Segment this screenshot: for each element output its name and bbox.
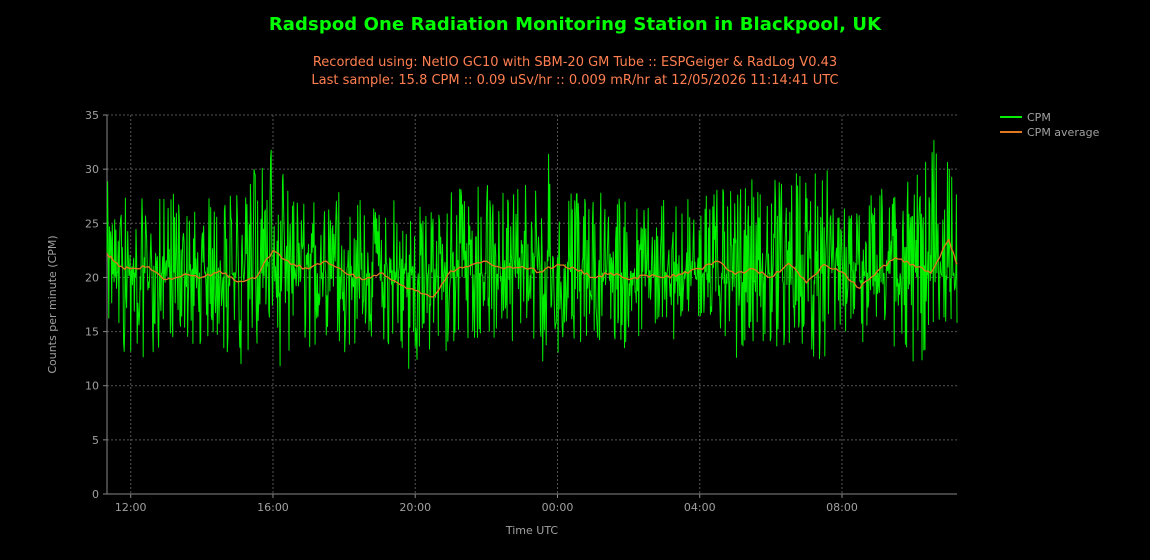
x-tick-label: 04:00 (684, 501, 716, 514)
cpm-series (106, 140, 958, 369)
legend-label: CPM (1027, 111, 1051, 124)
y-tick-label: 10 (85, 380, 99, 393)
x-axis: 12:00 16:00 20:00 00:00 04:00 08:00 (107, 493, 957, 514)
legend-label: CPM average (1027, 126, 1100, 139)
legend: CPM CPM average (1000, 111, 1100, 139)
x-axis-title: Time UTC (505, 524, 559, 537)
y-tick-label: 20 (85, 271, 99, 284)
cpm-line (106, 140, 958, 369)
y-tick-label: 0 (92, 488, 99, 501)
cpm-average-line (106, 238, 958, 298)
chart-subtitle-recorder: Recorded using: NetIO GC10 with SBM-20 G… (312, 55, 838, 70)
x-tick-label: 16:00 (257, 501, 289, 514)
y-tick-label: 30 (85, 163, 99, 176)
x-tick-label: 12:00 (115, 501, 147, 514)
y-tick-label: 35 (85, 109, 99, 122)
x-tick-label: 20:00 (399, 501, 431, 514)
chart-subtitle-last-sample: Last sample: 15.8 CPM :: 0.09 uSv/hr :: … (311, 73, 839, 88)
y-axis-title: Counts per minute (CPM) (46, 235, 59, 373)
y-tick-label: 25 (85, 217, 99, 230)
x-tick-label: 00:00 (542, 501, 574, 514)
cpm-average-series (106, 238, 958, 298)
y-tick-label: 5 (92, 434, 99, 447)
y-axis: 0 5 10 15 20 25 30 35 (85, 109, 108, 501)
x-tick-label: 08:00 (826, 501, 858, 514)
chart-title: Radspod One Radiation Monitoring Station… (268, 14, 882, 35)
y-tick-label: 15 (85, 326, 99, 339)
